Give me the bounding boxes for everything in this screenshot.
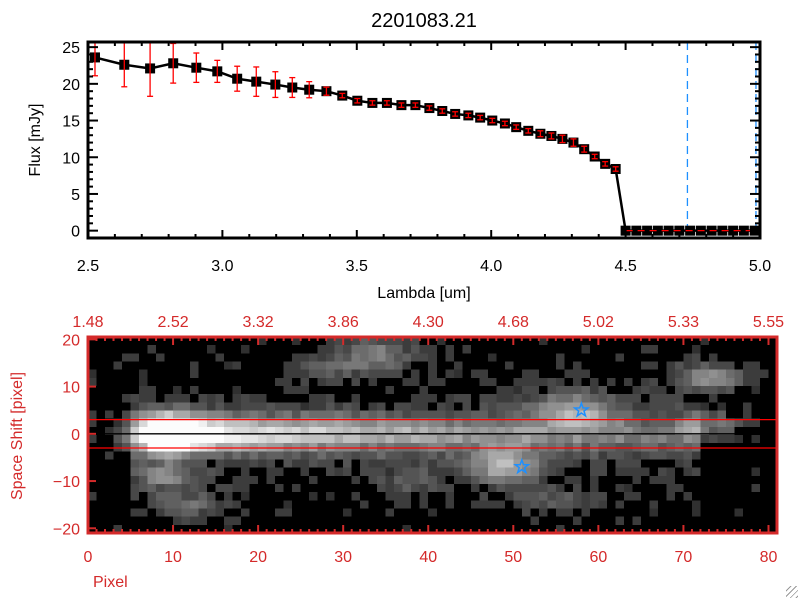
y-tick-label: 20: [62, 332, 80, 349]
x-tick-label: 40: [419, 549, 437, 566]
top-x-tick-label: 3.32: [243, 314, 274, 331]
error-bar: [147, 42, 154, 97]
data-point: [652, 225, 663, 236]
error-bar: [525, 127, 532, 134]
x-tick-label: 3.0: [211, 258, 233, 275]
error-bar: [214, 59, 221, 84]
bottom-y-axis-label: Space Shift [pixel]: [9, 372, 26, 500]
spectrum-2d-image: [88, 337, 777, 533]
top-x-tick-label: 5.33: [668, 314, 699, 331]
bottom-x-axis-label: Pixel: [93, 574, 128, 591]
error-bar: [354, 97, 361, 104]
error-bar: [591, 153, 598, 160]
error-bar: [477, 114, 484, 121]
top-x-tick-label: 4.68: [498, 314, 529, 331]
error-bar: [581, 145, 588, 153]
y-tick-label: 10: [62, 380, 80, 397]
y-tick-label: −20: [53, 521, 80, 538]
x-tick-label: 5.0: [749, 258, 771, 275]
data-point: [631, 225, 642, 236]
data-point: [738, 225, 749, 236]
y-tick-label: 10: [62, 150, 80, 167]
x-tick-label: 2.5: [77, 258, 99, 275]
flux-line: [94, 56, 755, 232]
chart-title: 2201083.21: [371, 10, 477, 32]
error-bar: [369, 100, 376, 106]
star-marker-icon: [513, 457, 531, 475]
error-bar: [465, 112, 472, 119]
error-bar: [306, 80, 313, 99]
x-tick-label: 70: [675, 549, 693, 566]
x-tick-label: 4.5: [614, 258, 636, 275]
error-bar: [439, 108, 446, 114]
error-bar: [426, 105, 433, 111]
top-x-tick-label: 3.86: [328, 314, 359, 331]
error-bar: [323, 86, 330, 96]
error-bar: [513, 124, 520, 131]
y-tick-label: 20: [62, 77, 80, 94]
y-tick-label: −10: [53, 474, 80, 491]
error-bar: [559, 134, 566, 144]
error-bar: [612, 166, 619, 172]
y-tick-label: 25: [62, 40, 80, 57]
x-tick-label: 60: [589, 549, 607, 566]
error-bar: [398, 102, 405, 108]
x-tick-label: 50: [504, 549, 522, 566]
top-x-tick-label: 4.30: [413, 314, 444, 331]
y-tick-label: 0: [71, 427, 80, 444]
star-marker-icon: [572, 400, 591, 418]
error-bar: [383, 100, 390, 106]
error-bar: [489, 117, 496, 124]
plot-frame: [86, 40, 762, 240]
x-tick-label: 20: [249, 549, 267, 566]
image-plot: 0 1.48 10 2.52 20 3.32 30 3.86 40 4.30 50 4.68 60 5.0…: [53, 314, 784, 566]
error-bar: [537, 130, 544, 138]
x-tick-label: 30: [334, 549, 352, 566]
y-tick-label: 5: [71, 187, 80, 204]
error-bar: [253, 66, 260, 97]
y-tick-label: 15: [62, 114, 80, 131]
top-x-tick-label: 5.02: [583, 314, 614, 331]
plot-area: [89, 42, 760, 238]
error-bar: [452, 111, 459, 117]
y-tick-label: 0: [71, 224, 80, 241]
error-bar: [289, 76, 296, 99]
error-bar: [193, 52, 200, 84]
x-tick-label: 3.5: [346, 258, 368, 275]
error-bar: [412, 102, 419, 108]
x-tick-label: 4.0: [480, 258, 502, 275]
top-x-axis-label: Lambda [um]: [377, 285, 470, 302]
error-bar: [339, 92, 346, 99]
x-tick-label: 80: [760, 549, 778, 566]
image-frame: [86, 335, 779, 535]
resize-grip[interactable]: [786, 586, 798, 598]
data-point: [728, 225, 739, 236]
error-bar: [570, 138, 577, 147]
error-bar: [234, 65, 241, 92]
data-point: [642, 225, 653, 236]
top-y-axis-label: Flux [mJy]: [27, 104, 44, 177]
error-bar: [501, 120, 508, 127]
x-tick-label: 0: [84, 549, 93, 566]
top-x-tick-label: 1.48: [72, 314, 103, 331]
error-bar: [272, 71, 279, 99]
data-point: [663, 225, 674, 236]
x-tick-label: 10: [164, 549, 182, 566]
error-bar: [548, 132, 555, 140]
top-x-tick-label: 5.55: [753, 314, 784, 331]
flux-plot: 2.5 3.0 3.5 4.0 4.5 5.0 0 5 10 15 20 25: [62, 40, 771, 275]
error-bar: [602, 161, 609, 167]
top-x-tick-label: 2.52: [157, 314, 188, 331]
